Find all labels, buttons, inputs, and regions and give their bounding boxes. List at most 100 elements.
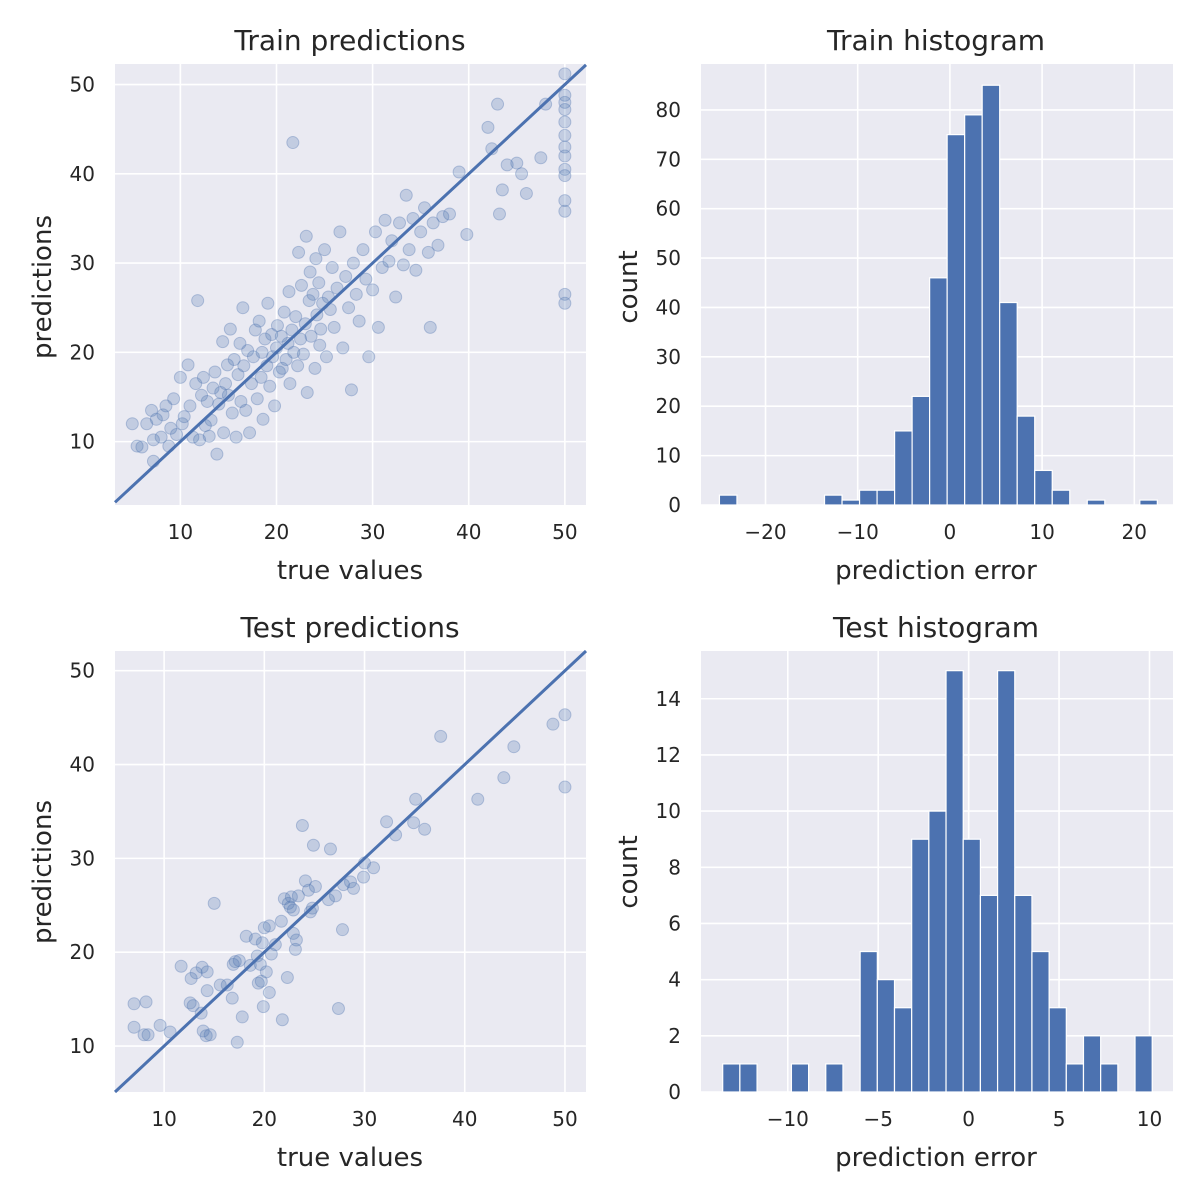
histogram-bar [876,489,896,506]
scatter-point [409,792,423,806]
scatter-point [282,285,296,299]
scatter-point [195,960,209,974]
scatter-point [306,287,320,301]
y-tick-label: 10 [70,430,95,454]
histogram-bar [1100,1063,1119,1093]
scatter-point [298,874,312,888]
scatter-point [443,207,457,221]
test-scatter-xlabel: true values [277,1143,423,1173]
scatter-point [193,433,207,447]
scatter-point [558,194,572,208]
scatter-point [291,359,305,373]
histogram-bar [1016,415,1036,506]
scatter-point [226,957,240,971]
scatter-point [434,729,448,743]
scatter-point [263,379,277,393]
scatter-point [252,314,266,328]
train-histogram-title: Train histogram [826,24,1045,57]
scatter-point [174,959,188,973]
scatter-point [336,341,350,355]
scatter-point [236,301,250,315]
scatter-point [292,245,306,259]
y-tick-label: 40 [70,753,95,777]
train-scatter-panel: 10 20 30 40 50 10 20 30 40 50 Train predictions t… [28,24,588,586]
scatter-point [393,216,407,230]
scatter-point [140,417,154,431]
scatter-point [256,1000,270,1014]
scatter-point [399,188,413,202]
histogram-bar [911,395,931,506]
y-tick-label: 40 [70,162,95,186]
scatter-point [558,296,572,310]
y-tick-label: 20 [656,394,681,418]
scatter-point [268,399,282,413]
scatter-point [497,771,511,785]
x-tick-label: 20 [264,520,289,544]
histogram-bar [1014,894,1033,1093]
scatter-point [262,986,276,1000]
histogram-bar [1048,1007,1067,1093]
histogram-bar [962,838,982,1093]
scatter-point [139,995,153,1009]
scatter-point [418,822,432,836]
scatter-point [402,243,416,257]
scatter-point [177,410,191,424]
scatter-point [255,345,269,359]
scatter-point [500,158,514,172]
scatter-point [239,403,253,417]
train-scatter-xlabel: true values [277,556,423,586]
histogram-bar [739,1063,758,1093]
histogram-bar [928,810,947,1093]
scatter-point [191,294,205,308]
histogram-bar [823,494,843,506]
y-tick-label: 50 [70,73,95,97]
scatter-point [308,361,322,375]
scatter-point [302,294,316,308]
scatter-point [546,717,560,731]
scatter-point [507,740,521,754]
x-tick-label: 20 [1122,520,1147,544]
scatter-point [339,269,353,283]
scatter-point [254,370,268,384]
x-tick-label: 30 [352,1107,377,1131]
histogram-bar [1034,469,1053,506]
histogram-bar [911,838,930,1093]
scatter-point [241,344,255,358]
scatter-point [262,919,276,933]
scatter-point [153,1018,167,1032]
scatter-point [274,329,288,343]
x-tick-label: 10 [1137,1107,1162,1131]
x-tick-label: 20 [252,1107,277,1131]
histogram-bar [893,430,913,506]
scatter-point [371,320,385,334]
scatter-point [189,377,203,391]
scatter-point [491,97,505,111]
histogram-bar [1051,489,1071,506]
scatter-point [515,167,529,181]
scatter-point [181,358,195,372]
scatter-point [213,978,227,992]
scatter-point [558,140,572,154]
scatter-point [284,890,298,904]
y-tick-label: 50 [70,659,95,683]
scatter-point [309,252,323,266]
scatter-point [558,780,572,794]
histogram-bar [996,670,1016,1093]
train-scatter-ylabel: predictions [28,215,58,359]
scatter-point [389,290,403,304]
scatter-point [137,1028,151,1042]
scatter-point [164,421,178,435]
train-histogram-panel: −20 −10 0 10 20 0 10 20 30 40 50 60 70 80 Train histo… [614,24,1173,586]
scatter-point [274,914,288,928]
scatter-point [452,165,466,179]
scatter-point [352,314,366,328]
y-tick-label: 40 [656,295,681,319]
scatter-point [558,103,572,117]
histogram-bar [841,499,861,506]
scatter-point [294,278,308,292]
test-scatter-ylabel: predictions [28,800,58,944]
scatter-point [248,932,262,946]
scatter-point [234,394,248,408]
scatter-point [510,156,524,170]
